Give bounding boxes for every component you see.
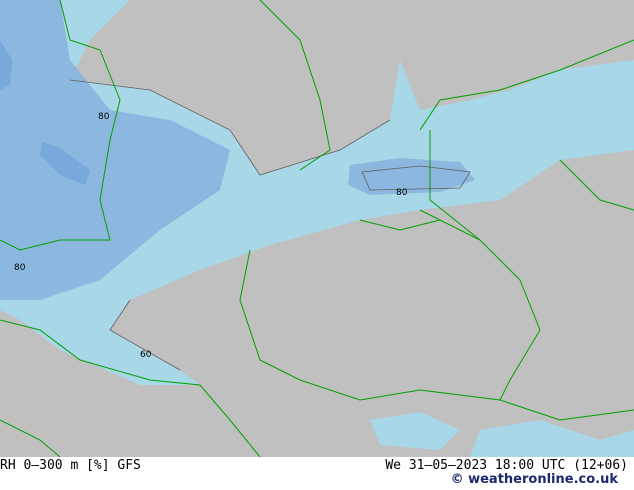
- valid-time-label: We 31–05–2023 18:00 UTC (12+06): [385, 458, 628, 473]
- product-label: RH 0–300 m [%] GFS: [0, 458, 141, 473]
- contour-label: 80: [14, 263, 26, 273]
- contour-label: 80: [98, 112, 110, 122]
- humidity-80-area-east: [348, 158, 475, 195]
- contour-label: 60: [140, 350, 152, 360]
- humidity-60-area-south: [370, 412, 634, 457]
- contour-lines: [69, 79, 471, 371]
- humidity-80-area: [0, 0, 230, 300]
- humidity-60-area: [0, 0, 634, 385]
- humidity-90-area: [0, 40, 90, 185]
- country-borders: [0, 0, 634, 457]
- weather-map: 80 80 80 60: [0, 0, 634, 457]
- footer: RH 0–300 m [%] GFS We 31–05–2023 18:00 U…: [0, 457, 634, 490]
- copyright-link[interactable]: © weatheronline.co.uk: [450, 472, 618, 487]
- contour-label: 80: [396, 188, 408, 198]
